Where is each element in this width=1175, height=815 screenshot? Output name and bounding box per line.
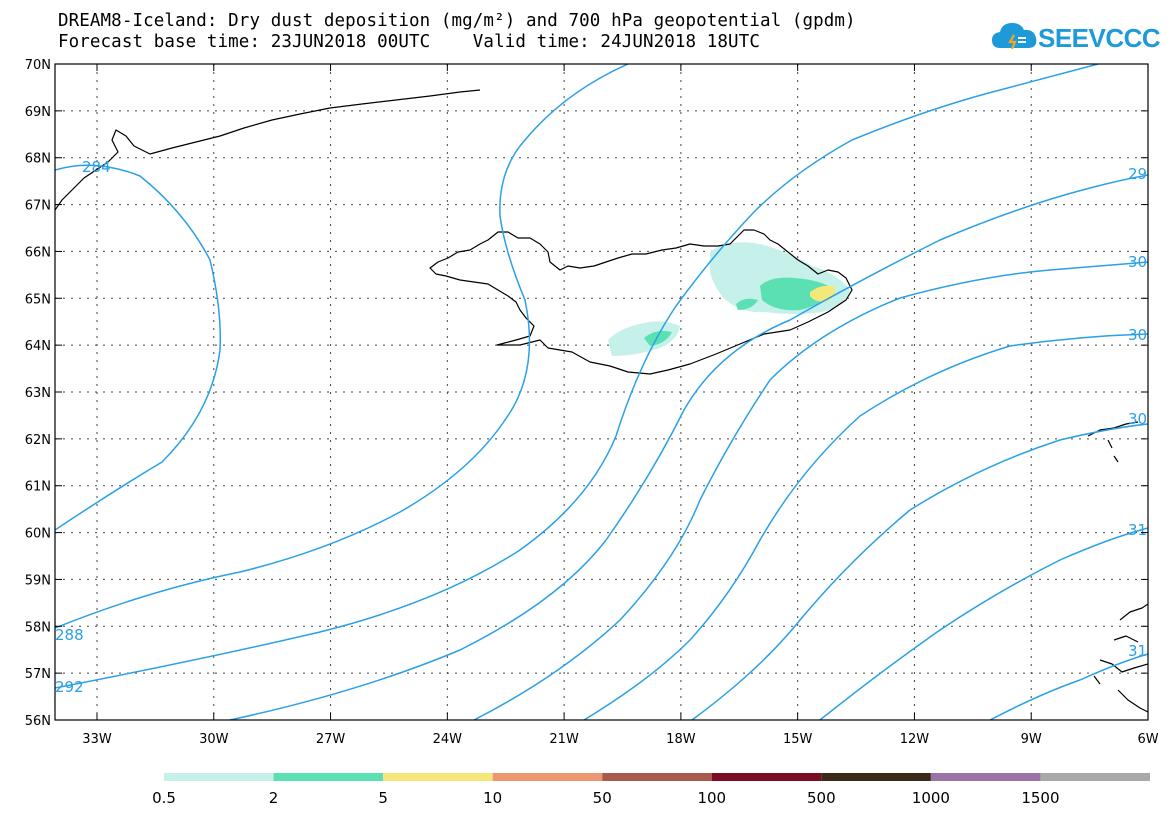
legend-swatch	[383, 773, 493, 781]
lat-label: 61N	[25, 480, 51, 495]
contour-label-284: 284	[82, 158, 111, 176]
lon-label: 21W	[549, 732, 579, 747]
dust-deposition-shading	[608, 242, 850, 356]
contour-304	[583, 333, 1148, 720]
contour-288	[55, 64, 629, 629]
chart-title: DREAM8-Iceland: Dry dust deposition (mg/…	[58, 11, 856, 31]
lon-label: 15W	[783, 732, 813, 747]
contour-label-29: 29	[1128, 165, 1147, 183]
legend-swatch	[273, 773, 384, 781]
forecast-times: Forecast base time: 23JUN2018 00UTC Vali…	[58, 32, 760, 52]
lon-label: 33W	[82, 732, 112, 747]
latitude-labels: 70N 69N 68N 67N 66N 65N 64N 63N 62N 61N 60N 59N 58N 5…	[25, 58, 51, 729]
dust-area-medium	[736, 298, 758, 310]
legend-swatch	[602, 773, 712, 781]
lat-label: 66N	[25, 245, 51, 260]
geopotential-contours	[55, 64, 1148, 720]
greenland-coastline	[55, 89, 481, 211]
lon-label: 27W	[316, 732, 346, 747]
lat-label: 68N	[25, 152, 51, 167]
contour-label-31b: 31	[1128, 642, 1147, 660]
lon-label: 18W	[666, 732, 696, 747]
contour-label-288: 288	[55, 626, 84, 644]
legend-swatch	[492, 773, 603, 781]
legend-label: 10	[483, 789, 502, 807]
lon-label: 6W	[1137, 732, 1158, 747]
contour-label-30c: 30	[1128, 410, 1147, 428]
legend-label: 500	[807, 789, 836, 807]
legend-label: 0.5	[152, 789, 176, 807]
legend-label: 5	[378, 789, 388, 807]
contour-296	[229, 174, 1148, 720]
contour-284	[55, 164, 222, 531]
legend-label: 2	[269, 789, 279, 807]
longitude-labels: 33W 30W 27W 24W 21W 18W 15W 12W 9W 6W	[82, 732, 1158, 747]
logo-text: SEEVCCC	[1038, 23, 1161, 53]
contour-308	[691, 423, 1148, 720]
contour-312	[819, 527, 1148, 720]
dust-area-medium	[644, 330, 672, 346]
seevccc-logo: SEEVCCC	[990, 18, 1161, 58]
dust-area-medium	[760, 277, 832, 311]
color-legend: 0.5 2 5 10 50 100 500 1000 1500	[152, 773, 1150, 807]
lon-label: 30W	[199, 732, 229, 747]
legend-swatch	[821, 773, 931, 781]
graticule	[55, 64, 1148, 720]
contour-label-30b: 30	[1128, 326, 1147, 344]
contour-292	[55, 64, 1099, 689]
legend-swatch	[1040, 773, 1150, 781]
lat-label: 57N	[25, 667, 51, 682]
dust-area-low	[608, 321, 680, 356]
lat-label: 67N	[25, 199, 51, 214]
lat-label: 56N	[25, 714, 51, 729]
legend-label: 1500	[1021, 789, 1059, 807]
iceland-coastline	[429, 229, 853, 375]
lat-label: 70N	[25, 58, 51, 73]
contour-label-31a: 31	[1128, 521, 1147, 539]
lon-label: 12W	[900, 732, 930, 747]
lat-label: 62N	[25, 433, 51, 448]
contour-316	[989, 653, 1148, 720]
legend-swatch	[164, 773, 274, 781]
cloud-icon	[992, 23, 1037, 50]
contour-label-292: 292	[55, 678, 84, 696]
contour-labels: 284 288 292 29 30 30 30 31 31	[55, 158, 1147, 696]
lon-label: 24W	[433, 732, 463, 747]
lat-label: 64N	[25, 339, 51, 354]
lat-label: 65N	[25, 292, 51, 307]
axis-ticks	[55, 63, 1149, 721]
scotland-coastline	[1093, 603, 1148, 713]
contour-label-30a: 30	[1128, 253, 1147, 271]
legend-swatch	[711, 773, 822, 781]
lon-label: 9W	[1021, 732, 1042, 747]
legend-swatch	[930, 773, 1041, 781]
legend-label: 50	[593, 789, 612, 807]
lat-label: 69N	[25, 105, 51, 120]
lat-label: 60N	[25, 527, 51, 542]
coastlines	[55, 89, 1148, 713]
lat-label: 58N	[25, 620, 51, 635]
legend-label: 1000	[912, 789, 950, 807]
contour-300	[473, 261, 1148, 720]
faroe-islands-coastline	[1087, 421, 1139, 463]
lat-label: 63N	[25, 386, 51, 401]
lat-label: 59N	[25, 573, 51, 588]
legend-label: 100	[697, 789, 726, 807]
